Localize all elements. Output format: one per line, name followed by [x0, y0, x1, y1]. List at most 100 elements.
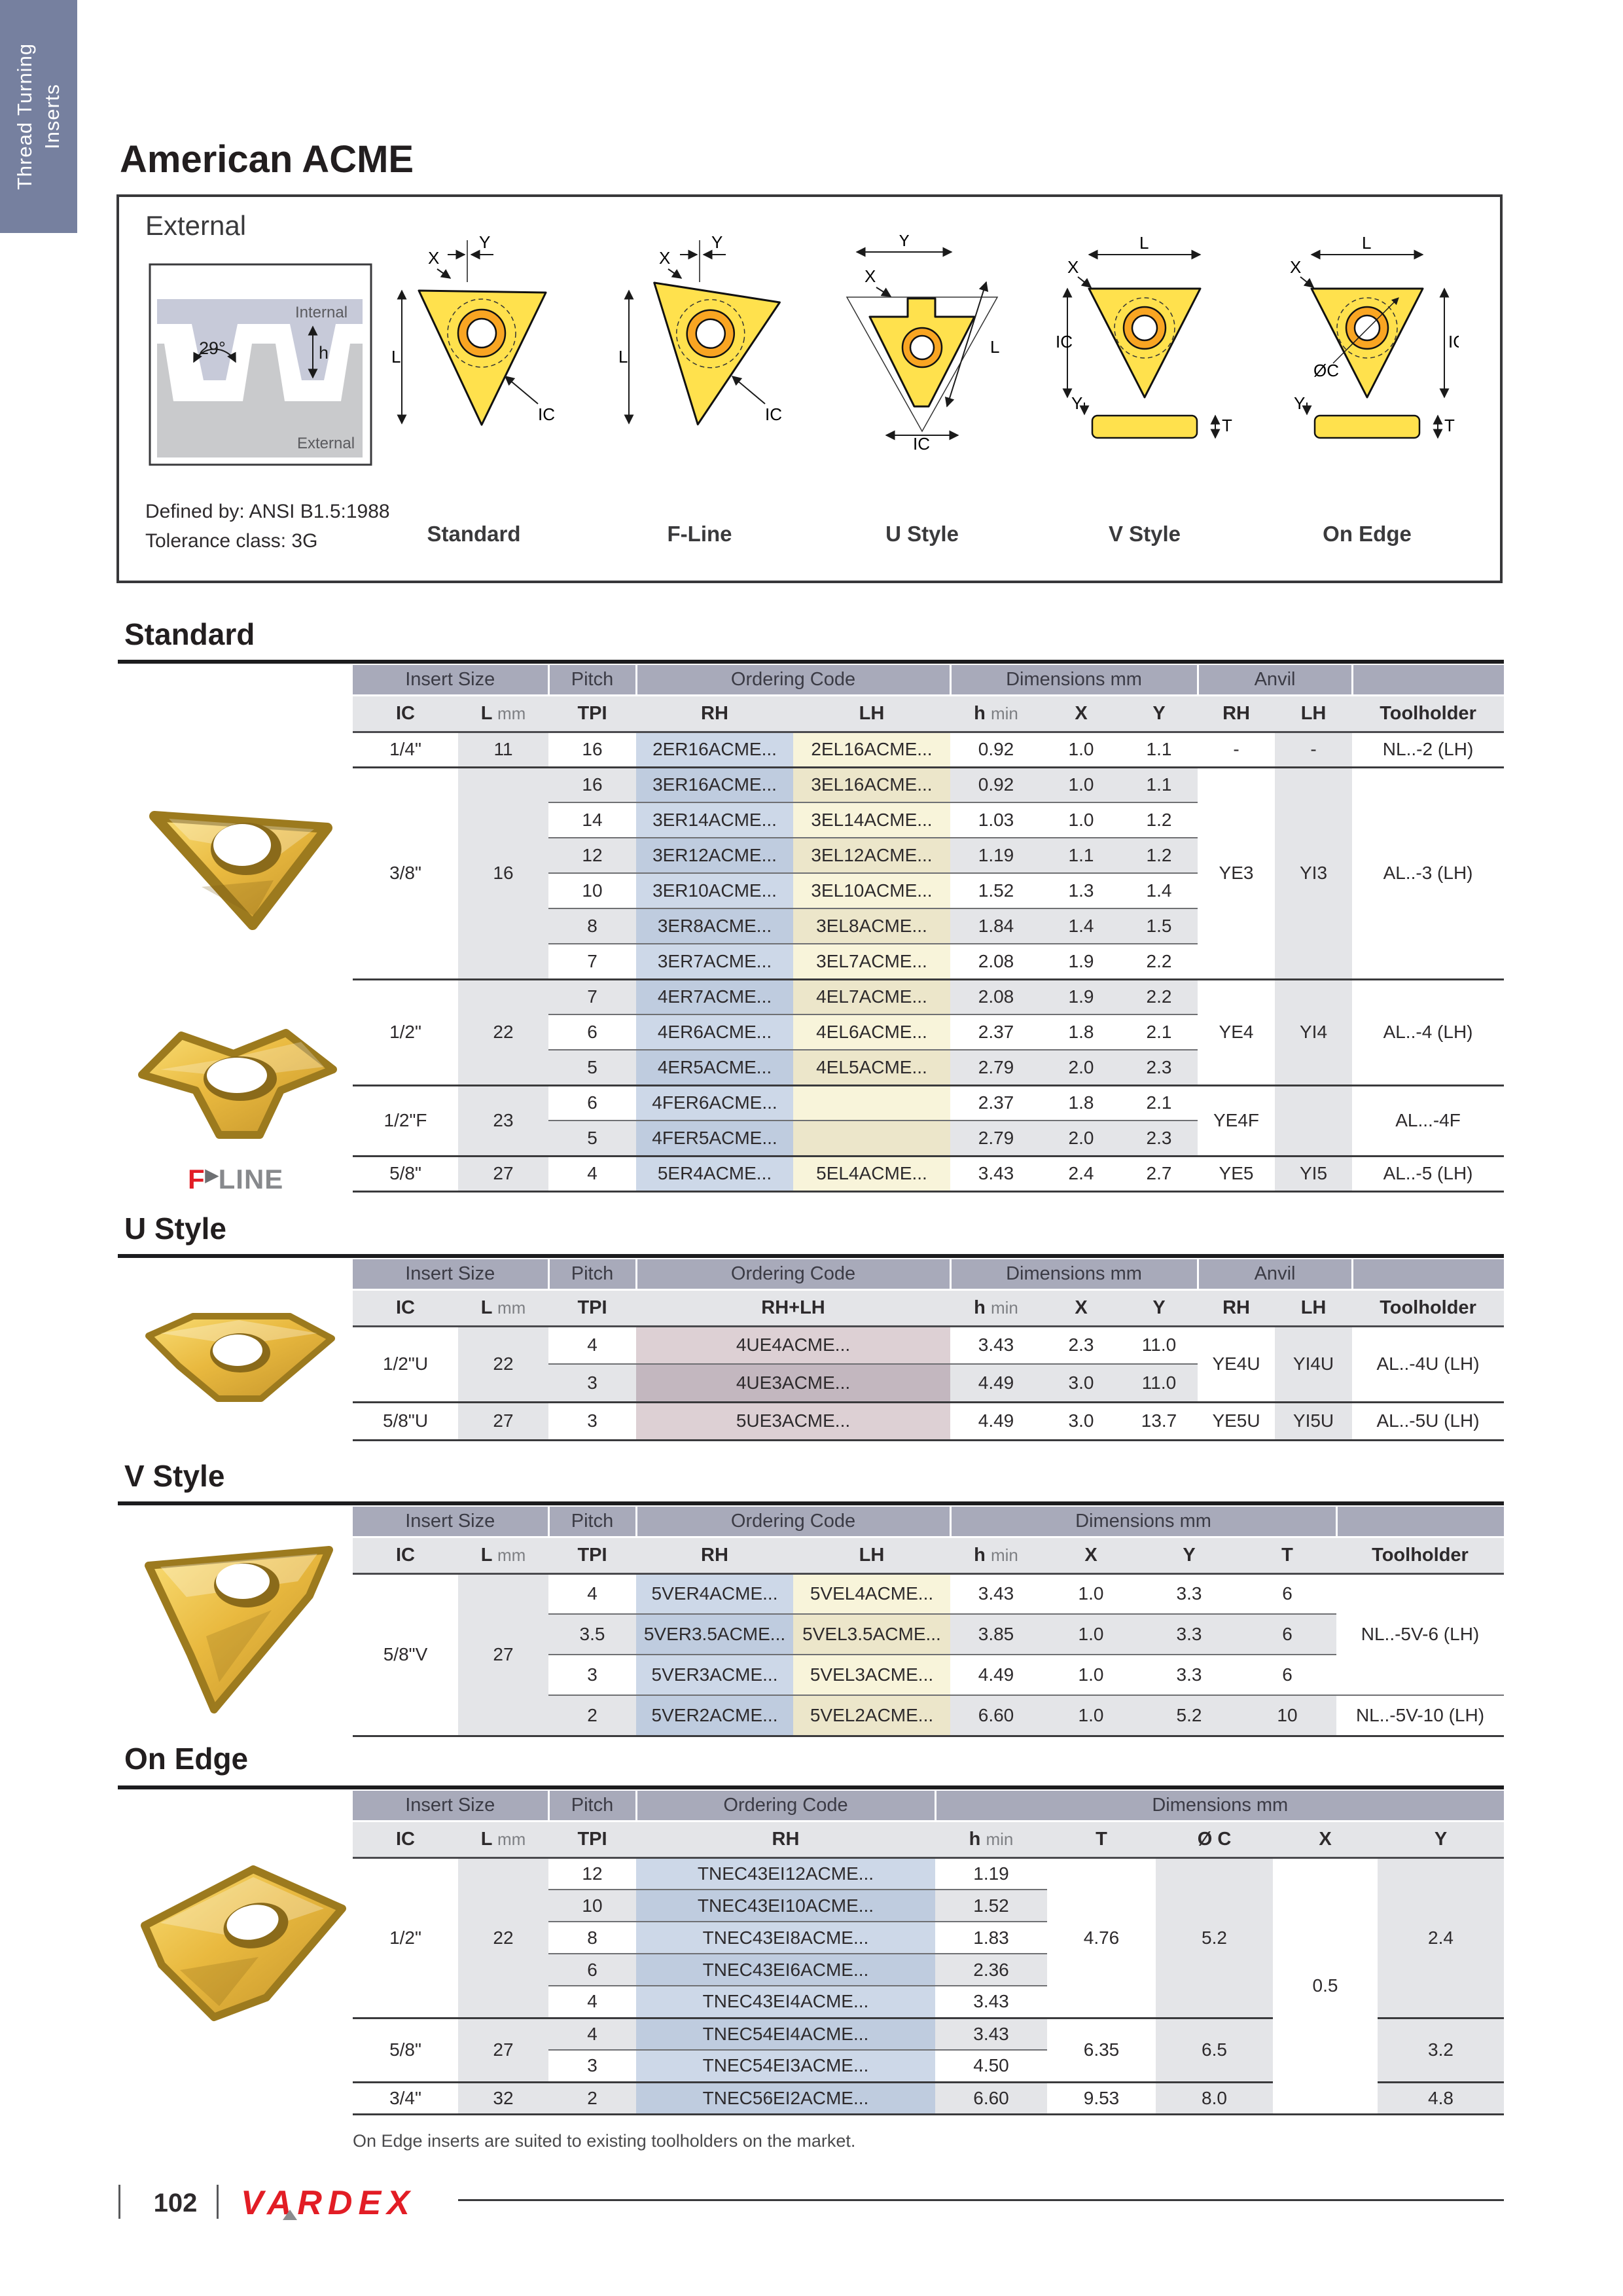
cell-code-lh: 2EL16ACME...	[793, 732, 950, 768]
dim-ic-label: IC	[913, 434, 930, 451]
groupheader-anvil: Anvil	[1196, 1259, 1353, 1291]
cell-x: 2.3	[1042, 1326, 1120, 1365]
table-row: 2 5VER2ACME... 5VEL2ACME... 6.60 1.0 5.2…	[353, 1695, 1504, 1737]
colheader-y: Y	[1120, 1289, 1198, 1327]
cell-ic: 5/8"V	[353, 1573, 458, 1737]
cell-code-lh: 3EL10ACME...	[793, 873, 950, 909]
cell-tpi: 8	[548, 1922, 636, 1954]
fline-logo-arrow-icon: ▶	[205, 1165, 219, 1185]
profile-external-label: External	[297, 435, 355, 452]
cell-code-lh	[793, 1085, 950, 1121]
colheader-ic: IC	[353, 1537, 458, 1575]
cell-oc: 6.5	[1156, 2018, 1273, 2083]
page-title: American ACME	[120, 138, 414, 181]
cell-tpi: 6	[548, 1085, 636, 1121]
cell-x: 2.4	[1042, 1156, 1120, 1193]
cell-toolholder: AL...-4F	[1352, 1085, 1505, 1157]
cell-t: 6	[1238, 1573, 1336, 1615]
cell-y: 1.1	[1120, 732, 1198, 768]
cell-code-rh: 4ER5ACME...	[636, 1050, 793, 1086]
cell-code-rh: 5VER3.5ACME...	[636, 1614, 793, 1655]
cell-y: 1.5	[1120, 908, 1198, 944]
fline-style-diagram: Y X L IC	[618, 235, 782, 425]
cell-x: 1.9	[1042, 944, 1120, 980]
table-row: 12 3ER12ACME... 3EL12ACME... 1.19 1.1 1.…	[353, 838, 1504, 874]
colheader-hmin: h min	[935, 1821, 1047, 1859]
cell-hmin: 1.52	[935, 1890, 1047, 1922]
onedge-note: On Edge inserts are suited to existing t…	[353, 2131, 856, 2151]
cell-hmin: 1.03	[950, 802, 1042, 838]
cell-code-lh: 3EL12ACME...	[793, 838, 950, 874]
table-row: 5 4FER5ACME... 2.79 2.0 2.3	[353, 1121, 1504, 1157]
cell-x: 1.0	[1042, 767, 1120, 803]
cell-code-rh: 3ER7ACME...	[636, 944, 793, 980]
cell-x: 3.0	[1042, 1402, 1120, 1441]
cell-l: 27	[458, 1402, 548, 1441]
cell-code-lh: 3EL7ACME...	[793, 944, 950, 980]
cell-y: 2.7	[1120, 1156, 1198, 1193]
cell-l: 23	[458, 1085, 548, 1157]
table-row: 10 3ER10ACME... 3EL10ACME... 1.52 1.3 1.…	[353, 873, 1504, 909]
cell-l: 16	[458, 767, 548, 980]
groupheader-dimensions: Dimensions mm	[949, 1507, 1336, 1538]
cell-y: 5.2	[1140, 1695, 1238, 1737]
cell-y: 2.1	[1120, 1085, 1198, 1121]
colheader-t: T	[1238, 1537, 1336, 1575]
groupheader-ordering-code: Ordering Code	[635, 665, 950, 696]
colheader-hmin: h min	[950, 695, 1042, 733]
cell-code-lh: 4EL6ACME...	[793, 1014, 950, 1050]
cell-ic: 1/2"	[353, 979, 458, 1086]
style-label-fline: F-Line	[667, 522, 732, 546]
cell-t: 6.35	[1047, 2018, 1156, 2083]
colheader-lh: LH	[793, 695, 950, 733]
colheader-anvil-lh: LH	[1275, 695, 1353, 733]
dim-ic-label: IC	[1448, 332, 1459, 351]
cell-hmin: 4.49	[950, 1402, 1042, 1441]
cell-x: 0.5	[1273, 1857, 1378, 2115]
vstyle-table: Insert Size Pitch Ordering Code Dimensio…	[353, 1507, 1504, 1737]
cell-x: 1.3	[1042, 873, 1120, 909]
cell-hmin: 6.60	[935, 2082, 1047, 2115]
cell-hmin: 1.52	[950, 873, 1042, 909]
cell-code-rh: 5VER4ACME...	[636, 1573, 793, 1615]
colheader-x: X	[1042, 695, 1120, 733]
cell-code-rh: TNEC54EI4ACME...	[636, 2018, 935, 2051]
cell-code-rh: TNEC43EI4ACME...	[636, 1986, 935, 2019]
dim-l-label: L	[391, 347, 401, 367]
table-row: 6 TNEC43EI6ACME... 2.36	[353, 1954, 1504, 1986]
cell-x: 3.0	[1042, 1364, 1120, 1403]
dim-x-label: X	[659, 248, 670, 268]
cell-l: 22	[458, 1857, 548, 2019]
groupheader-pitch: Pitch	[547, 665, 636, 696]
cell-y: 2.3	[1120, 1121, 1198, 1157]
onedge-style-diagram: L X ØC IC Y T	[1290, 235, 1459, 439]
cell-hmin: 2.79	[950, 1050, 1042, 1086]
dim-ic-label: IC	[538, 404, 555, 424]
ustyle-style-diagram: Y X L IC	[846, 235, 999, 451]
colheader-y: Y	[1140, 1537, 1238, 1575]
cell-ic: 1/2"F	[353, 1085, 458, 1157]
cell-ic: 3/8"	[353, 767, 458, 980]
cell-tpi: 4	[548, 1156, 636, 1193]
fline-logo-f: F	[188, 1164, 205, 1194]
cell-y: 4.8	[1378, 2082, 1505, 2115]
cell-code-rh: 4FER6ACME...	[636, 1085, 793, 1121]
groupheader-dimensions: Dimensions mm	[949, 665, 1198, 696]
cell-ic: 5/8"	[353, 1156, 458, 1193]
colheader-tpi: TPI	[548, 695, 636, 733]
cell-y: 13.7	[1120, 1402, 1198, 1441]
cell-y: 1.2	[1120, 802, 1198, 838]
section-heading-onedge: On Edge	[124, 1742, 249, 1776]
cell-y: 1.2	[1120, 838, 1198, 874]
table-row: 3/4" 32 2 TNEC56EI2ACME... 6.60 9.53 8.0…	[353, 2082, 1505, 2115]
cell-x: 1.0	[1042, 1573, 1140, 1615]
cell-anvil-rh: YE3	[1198, 767, 1275, 980]
cell-code-rh: 3ER14ACME...	[636, 802, 793, 838]
cell-code-rh: TNEC43EI8ACME...	[636, 1922, 935, 1954]
cell-tpi: 2	[548, 2082, 636, 2115]
vstyle-style-diagram: L X IC Y T	[1056, 235, 1232, 439]
table-row: 5/8"V 27 4 5VER4ACME... 5VEL4ACME... 3.4…	[353, 1573, 1504, 1737]
cell-tpi: 4	[548, 1573, 636, 1615]
style-label-vstyle: V Style	[1108, 522, 1181, 546]
profile-internal-label: Internal	[295, 304, 348, 321]
